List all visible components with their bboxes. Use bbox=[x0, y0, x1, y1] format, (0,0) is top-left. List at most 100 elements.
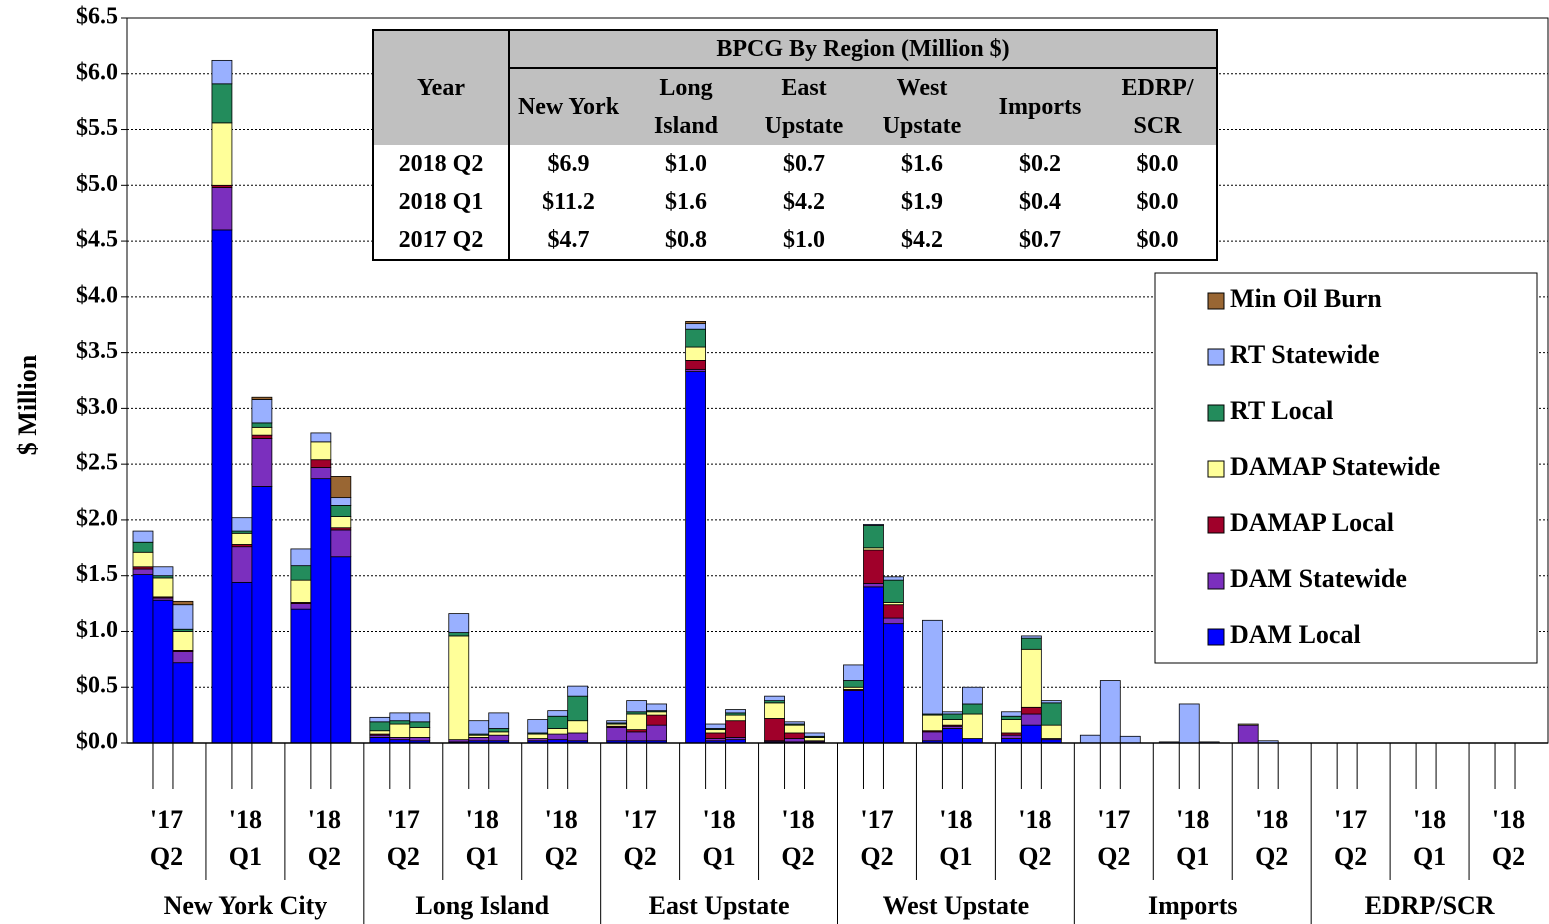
table-cell: $0.4 bbox=[1019, 189, 1061, 215]
bar-segment bbox=[172, 651, 194, 664]
period-quarter-label: Q1 bbox=[229, 842, 262, 871]
bar-segment bbox=[1000, 719, 1022, 734]
period-quarter-label: Q2 bbox=[1334, 842, 1367, 871]
bar-segment bbox=[330, 497, 352, 506]
bar-segment bbox=[685, 320, 706, 325]
bar-segment bbox=[547, 710, 569, 717]
legend: DAM Local DAM Statewide DAMAP Local DAMAP S… bbox=[1154, 272, 1538, 664]
table-cell: $11.2 bbox=[542, 189, 595, 215]
bar-segment bbox=[843, 680, 864, 688]
y-tick-label: $3.5 bbox=[76, 338, 118, 364]
legend-swatch bbox=[1207, 404, 1225, 422]
bar-segment bbox=[883, 623, 904, 744]
table-header-row: Year BPCG By Region (Million $) bbox=[373, 30, 1217, 145]
bar-segment bbox=[310, 478, 332, 744]
bar-segment bbox=[606, 726, 628, 742]
bar-segment bbox=[132, 551, 154, 568]
table-column-header: West Upstate bbox=[882, 75, 962, 139]
bar-segment bbox=[725, 720, 746, 738]
y-tick-label: $0.5 bbox=[76, 673, 118, 699]
bar-segment bbox=[211, 59, 233, 85]
period-year-label: '18 bbox=[229, 805, 262, 834]
bar-segment bbox=[389, 720, 411, 725]
period-quarter-label: Q2 bbox=[624, 842, 657, 871]
bar-segment bbox=[448, 635, 470, 741]
bar-segment bbox=[152, 577, 174, 598]
bar-segment bbox=[172, 600, 194, 606]
period-year-label: '17 bbox=[624, 805, 657, 834]
bar-segment bbox=[488, 728, 510, 733]
bar-segment bbox=[310, 432, 332, 443]
legend-label: DAMAP Local bbox=[1230, 508, 1394, 537]
bar-segment bbox=[922, 731, 943, 742]
period-year-label: '18 bbox=[1413, 805, 1446, 834]
legend-label: DAMAP Statewide bbox=[1230, 452, 1440, 481]
bar-segment bbox=[685, 360, 706, 370]
table-column-header: Long Island bbox=[653, 75, 719, 139]
legend-label: DAM Statewide bbox=[1230, 564, 1407, 593]
y-tick-label: $4.0 bbox=[76, 282, 118, 308]
y-tick-label: $4.5 bbox=[76, 227, 118, 253]
y-tick-label: $6.0 bbox=[76, 59, 118, 85]
legend-label: RT Statewide bbox=[1230, 340, 1380, 369]
bar-segment bbox=[883, 617, 904, 625]
period-quarter-label: Q2 bbox=[860, 842, 893, 871]
bar-segment bbox=[468, 737, 490, 742]
bar-segment bbox=[626, 713, 648, 731]
y-axis-label: $ Million bbox=[13, 354, 42, 455]
bar-segment bbox=[764, 718, 785, 742]
summary-table: Year BPCG By Region (Million $) New York Lo… bbox=[372, 29, 1218, 261]
bar-segment bbox=[764, 702, 785, 719]
period-quarter-label: Q2 bbox=[545, 842, 578, 871]
y-tick-label: $5.5 bbox=[76, 115, 118, 141]
bar-segment bbox=[1000, 715, 1022, 720]
period-year-label: '18 bbox=[939, 805, 972, 834]
bar-segment bbox=[1040, 702, 1062, 726]
bar-segment bbox=[1040, 700, 1062, 704]
bar-segment bbox=[626, 731, 648, 742]
table-title: BPCG By Region (Million $) bbox=[509, 30, 1217, 69]
table-cell: $1.9 bbox=[901, 189, 943, 215]
bar-segment bbox=[310, 441, 332, 461]
y-tick-label: $6.5 bbox=[76, 4, 118, 30]
bar-segment bbox=[251, 399, 273, 424]
period-quarter-label: Q1 bbox=[1176, 842, 1209, 871]
bar-segment bbox=[290, 579, 312, 603]
period-quarter-label: Q1 bbox=[466, 842, 499, 871]
bar-segment bbox=[389, 712, 411, 722]
bar-segment bbox=[488, 734, 510, 742]
bar-segment bbox=[883, 576, 904, 581]
bar-segment bbox=[863, 525, 884, 549]
bar-segment bbox=[922, 619, 943, 715]
bar-segment bbox=[685, 323, 706, 330]
period-quarter-label: Q1 bbox=[939, 842, 972, 871]
table-cell: 2018 Q2 bbox=[373, 145, 510, 183]
region-label: West Upstate bbox=[883, 891, 1030, 920]
bar-segment bbox=[369, 737, 391, 744]
bar-segment bbox=[547, 728, 569, 735]
bar-segment bbox=[1020, 637, 1042, 650]
legend-swatch bbox=[1207, 460, 1225, 478]
bar-segment bbox=[1020, 648, 1042, 708]
bar-segment bbox=[132, 530, 154, 543]
bar-segment bbox=[883, 604, 904, 619]
bar-segment bbox=[725, 709, 746, 714]
y-tick-label: $2.5 bbox=[76, 450, 118, 476]
period-year-label: '18 bbox=[1492, 805, 1525, 834]
period-quarter-label: Q2 bbox=[308, 842, 341, 871]
bar-segment bbox=[942, 719, 963, 726]
period-year-label: '18 bbox=[308, 805, 341, 834]
table-cell: $0.0 bbox=[1136, 227, 1179, 253]
period-quarter-label: Q2 bbox=[150, 842, 183, 871]
bar-segment bbox=[330, 505, 352, 517]
bar-segment bbox=[132, 574, 154, 744]
bar-segment bbox=[804, 737, 825, 742]
bar-segment bbox=[646, 724, 668, 742]
legend-swatch bbox=[1207, 292, 1225, 310]
period-year-label: '18 bbox=[1018, 805, 1051, 834]
bar-segment bbox=[863, 549, 884, 584]
bar-segment bbox=[527, 733, 549, 739]
bar-segment bbox=[290, 603, 312, 610]
bar-segment bbox=[1079, 734, 1101, 744]
